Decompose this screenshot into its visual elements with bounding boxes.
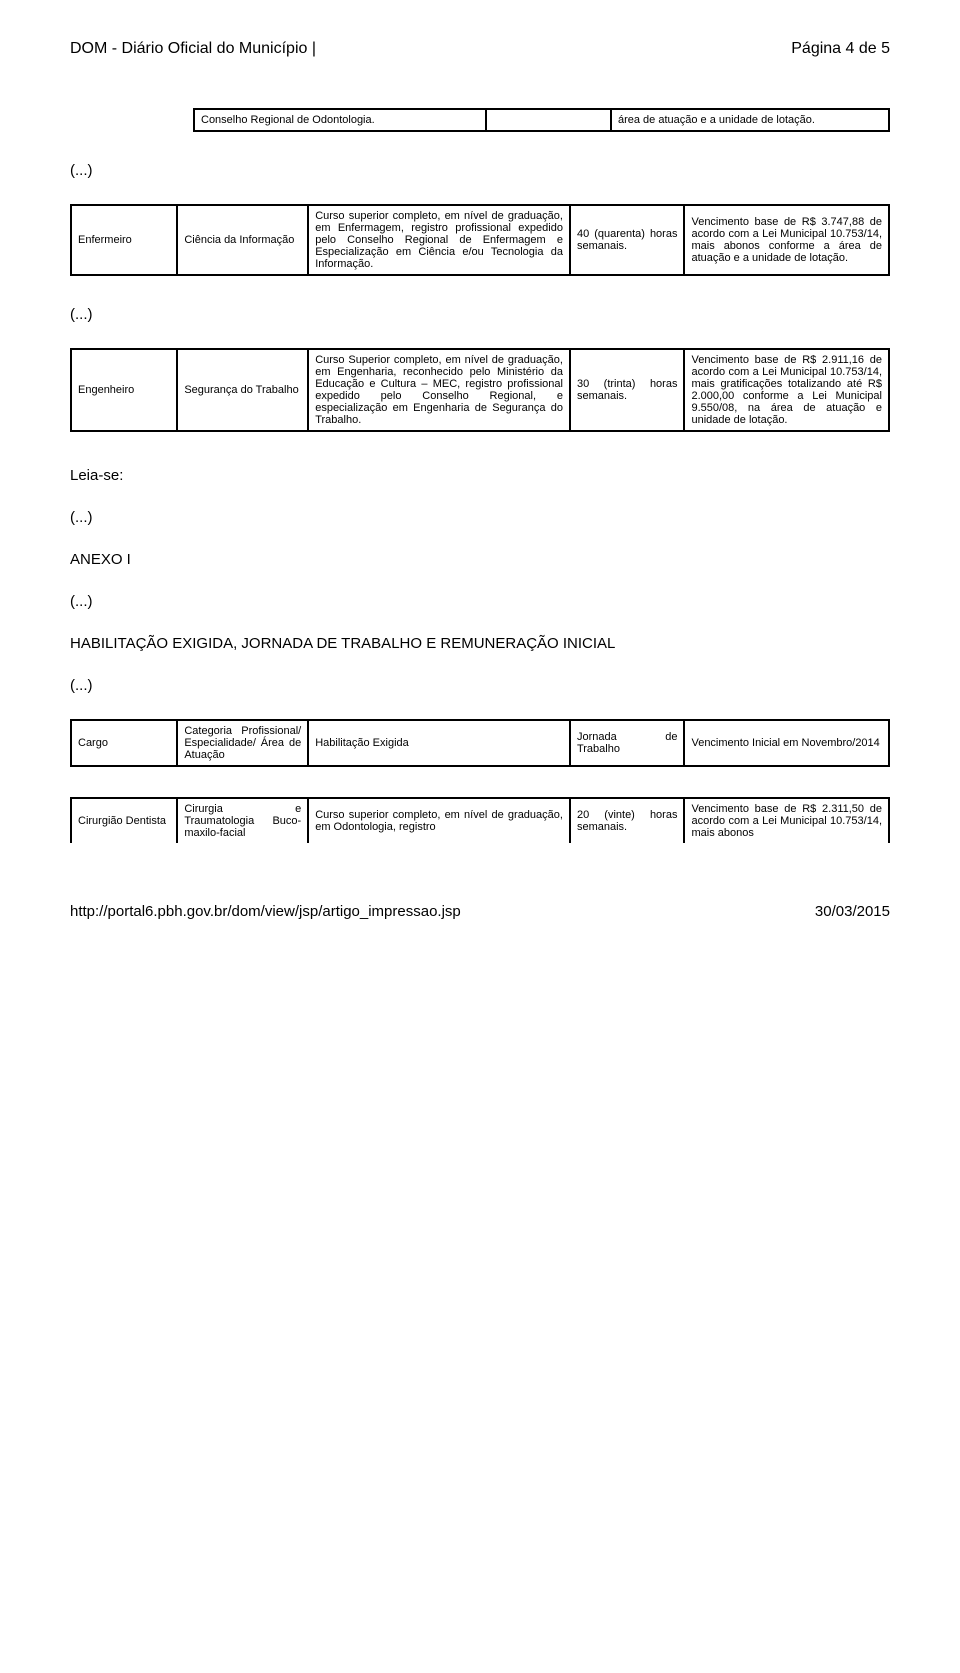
- table-header-row: Cargo Categoria Profissional/ Especialid…: [70, 719, 890, 767]
- cell-cargo: Engenheiro: [71, 349, 177, 431]
- page-header: DOM - Diário Oficial do Município | Pági…: [70, 40, 890, 58]
- cell-cargo: Cirurgião Dentista: [71, 798, 177, 843]
- header-vencimento: Vencimento Inicial em Novembro/2014: [684, 720, 889, 766]
- ellipsis: (...): [70, 593, 890, 610]
- ellipsis: (...): [70, 509, 890, 526]
- header-left: DOM - Diário Oficial do Município |: [70, 40, 316, 58]
- cell-requirement: Curso superior completo, em nível de gra…: [308, 205, 570, 275]
- cell-requirement: Curso Superior completo, em nível de gra…: [308, 349, 570, 431]
- cell-requirement: Curso superior completo, em nível de gra…: [308, 798, 570, 843]
- cell-workload: 30 (trinta) horas semanais.: [570, 349, 685, 431]
- cell-salary: Vencimento base de R$ 3.747,88 de acordo…: [684, 205, 889, 275]
- table-row: Engenheiro Segurança do Trabalho Curso S…: [71, 349, 889, 431]
- table-engenheiro: Engenheiro Segurança do Trabalho Curso S…: [70, 348, 890, 432]
- header-habilitacao: Habilitação Exigida: [308, 720, 570, 766]
- table-row: Cirurgião Dentista Cirurgia e Traumatolo…: [71, 798, 889, 843]
- cell-area: Ciência da Informação: [177, 205, 308, 275]
- anexo-label: ANEXO I: [70, 551, 890, 568]
- page-footer: http://portal6.pbh.gov.br/dom/view/jsp/a…: [70, 903, 890, 920]
- table-row: Cargo Categoria Profissional/ Especialid…: [71, 720, 889, 766]
- table-row: Conselho Regional de Odontologia. área d…: [194, 109, 889, 131]
- table-fragment-top: Conselho Regional de Odontologia. área d…: [193, 108, 890, 132]
- header-cargo: Cargo: [71, 720, 177, 766]
- cell-empty: [486, 109, 611, 131]
- cell-workload: 40 (quarenta) horas semanais.: [570, 205, 685, 275]
- cell-salary: Vencimento base de R$ 2.311,50 de acordo…: [684, 798, 889, 843]
- cell-salary: área de atuação e a unidade de lotação.: [611, 109, 889, 131]
- cell-salary: Vencimento base de R$ 2.911,16 de acordo…: [684, 349, 889, 431]
- footer-date: 30/03/2015: [815, 903, 890, 920]
- page-body: DOM - Diário Oficial do Município | Pági…: [0, 0, 960, 950]
- cell-area: Cirurgia e Traumatologia Buco-maxilo-fac…: [177, 798, 308, 843]
- cell-cargo: Enfermeiro: [71, 205, 177, 275]
- leia-se-label: Leia-se:: [70, 467, 890, 484]
- table-row: Enfermeiro Ciência da Informação Curso s…: [71, 205, 889, 275]
- habilitacao-heading: HABILITAÇÃO EXIGIDA, JORNADA DE TRABALHO…: [70, 635, 890, 652]
- cell-requirement: Conselho Regional de Odontologia.: [194, 109, 486, 131]
- footer-url: http://portal6.pbh.gov.br/dom/view/jsp/a…: [70, 903, 461, 920]
- table-cirurgiao: Cirurgião Dentista Cirurgia e Traumatolo…: [70, 797, 890, 843]
- header-right: Página 4 de 5: [791, 40, 890, 58]
- cell-area: Segurança do Trabalho: [177, 349, 308, 431]
- ellipsis: (...): [70, 677, 890, 694]
- table-enfermeiro: Enfermeiro Ciência da Informação Curso s…: [70, 204, 890, 276]
- cell-workload: 20 (vinte) horas semanais.: [570, 798, 685, 843]
- header-categoria: Categoria Profissional/ Especialidade/ Á…: [177, 720, 308, 766]
- ellipsis: (...): [70, 306, 890, 323]
- ellipsis: (...): [70, 162, 890, 179]
- header-jornada: Jornada de Trabalho: [570, 720, 685, 766]
